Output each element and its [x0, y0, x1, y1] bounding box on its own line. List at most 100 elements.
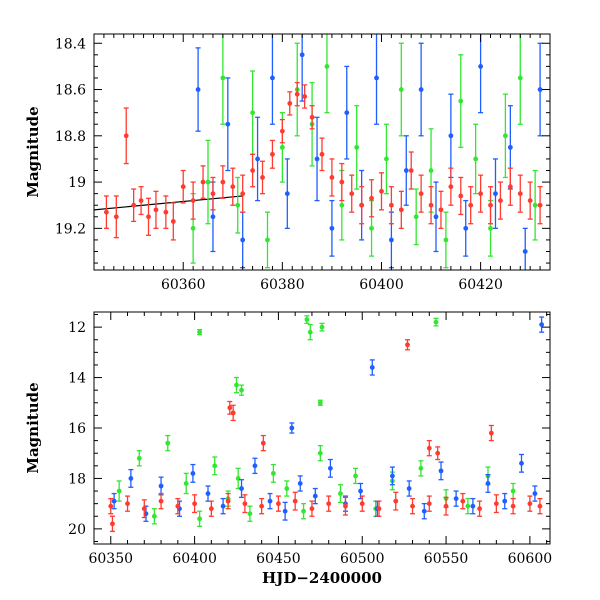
top-data-point — [294, 91, 300, 97]
bottom-data-point — [435, 450, 441, 456]
bottom-data-point — [312, 493, 318, 499]
top-data-point — [270, 75, 275, 81]
bottom-x-tick-label: 60600 — [508, 551, 553, 567]
bottom-data-point — [247, 511, 253, 517]
top-data-point — [478, 63, 484, 69]
bottom-data-point — [111, 498, 117, 504]
top-data-point — [329, 175, 335, 180]
top-data-point — [537, 202, 543, 208]
bottom-data-point — [502, 498, 508, 504]
top-data-point — [522, 249, 528, 254]
bottom-data-point — [317, 400, 323, 406]
bottom-data-point — [485, 481, 491, 486]
top-data-point — [250, 110, 256, 116]
top-data-point — [458, 98, 464, 104]
top-data-point — [369, 225, 374, 231]
top-data-point — [488, 202, 493, 208]
bottom-data-point — [151, 513, 157, 519]
bottom-data-point — [327, 465, 333, 471]
bottom-data-point — [267, 498, 273, 504]
bottom-data-point — [192, 501, 197, 507]
bottom-data-point — [510, 488, 516, 494]
bottom-data-point — [125, 501, 130, 507]
bottom-panel-ticks: 60350 60400 60450 60500 60550 60600 12 14 16 18 20 — [68, 312, 552, 567]
top-x-tick-label: 60400 — [359, 277, 404, 293]
top-series-blue-2 — [195, 34, 543, 270]
top-data-point — [418, 191, 424, 197]
top-y-tick-label: 18.6 — [55, 83, 86, 99]
bottom-data-point — [527, 501, 533, 507]
top-data-point — [398, 207, 404, 213]
bottom-data-point — [239, 387, 244, 393]
bottom-data-point — [197, 329, 203, 335]
top-data-point — [428, 202, 434, 208]
top-data-point — [240, 237, 246, 243]
top-data-point — [354, 144, 360, 150]
bottom-data-point — [301, 508, 306, 514]
bottom-data-point — [239, 486, 244, 491]
top-data-point — [438, 207, 444, 213]
top-data-point — [463, 225, 469, 231]
bottom-data-point — [309, 506, 315, 512]
bottom-data-point — [418, 465, 424, 471]
top-data-point — [200, 179, 206, 185]
bottom-data-point — [128, 476, 134, 481]
bottom-data-point — [393, 498, 399, 504]
bottom-series-red-1 — [109, 339, 494, 533]
bottom-data-point — [443, 503, 449, 509]
bottom-data-point — [353, 473, 358, 479]
top-data-point — [517, 191, 523, 197]
top-data-point — [210, 214, 216, 220]
bottom-light-curve-panel: 60350 60400 60450 60500 60550 60600 12 14 16 18 20… — [24, 311, 552, 587]
top-data-point — [220, 179, 226, 185]
top-data-point — [388, 237, 394, 243]
top-data-point — [537, 87, 543, 92]
top-data-point — [339, 202, 345, 208]
bottom-data-point — [460, 498, 466, 504]
top-y-axis-label: Magnitude — [24, 106, 42, 197]
bottom-data-point — [158, 483, 164, 489]
bottom-data-point — [488, 430, 494, 436]
top-data-point — [418, 87, 424, 92]
top-data-point — [527, 198, 533, 203]
top-data-point — [388, 202, 394, 208]
top-data-point — [374, 75, 379, 81]
bottom-y-tick-label: 12 — [68, 320, 86, 336]
top-data-point — [220, 75, 226, 81]
bottom-data-point — [470, 503, 476, 509]
top-data-point — [493, 191, 498, 197]
bottom-data-point — [234, 382, 239, 388]
bottom-data-point — [110, 521, 115, 527]
top-y-tick-label: 19 — [68, 175, 86, 191]
bottom-data-point — [141, 506, 147, 512]
bottom-data-point — [304, 317, 310, 322]
top-data-point — [279, 128, 285, 134]
top-data-point — [153, 207, 159, 213]
top-data-point — [270, 151, 275, 157]
bottom-data-point — [136, 455, 142, 461]
bottom-data-point — [532, 491, 538, 496]
bottom-series-red-0 — [108, 491, 543, 519]
bottom-data-point — [510, 503, 516, 509]
top-data-point — [349, 191, 355, 197]
top-data-point — [279, 144, 285, 150]
top-x-tick-label: 60380 — [260, 277, 305, 293]
bottom-series-green-3 — [197, 315, 439, 406]
bottom-data-point — [359, 501, 365, 507]
top-data-point — [319, 151, 325, 157]
bottom-y-tick-label: 20 — [68, 522, 86, 538]
bottom-data-point — [212, 463, 218, 469]
bottom-data-point — [410, 503, 415, 509]
bottom-y-tick-label: 18 — [68, 471, 86, 487]
top-data-point — [507, 184, 513, 190]
bottom-data-point — [358, 488, 363, 494]
top-data-point — [240, 191, 246, 197]
top-data-point — [255, 156, 260, 162]
bottom-x-tick-label: 60350 — [88, 551, 133, 567]
bottom-data-point — [208, 506, 214, 512]
top-data-point — [468, 202, 474, 208]
top-data-point — [443, 237, 449, 243]
bottom-data-point — [519, 460, 524, 466]
